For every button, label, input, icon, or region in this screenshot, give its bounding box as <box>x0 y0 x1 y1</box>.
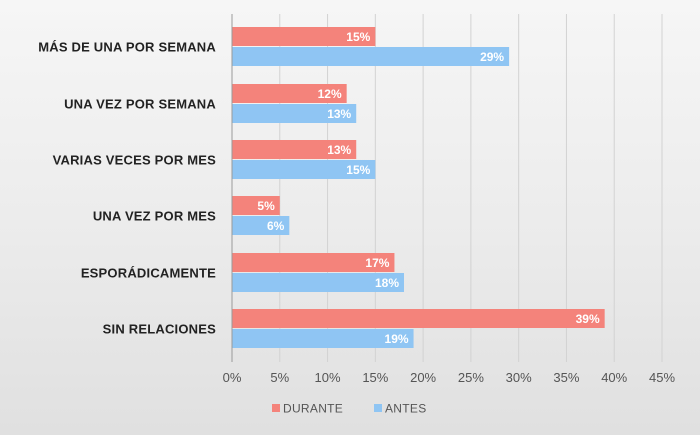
x-tick-label: 5% <box>270 370 289 385</box>
bar-antes <box>232 104 357 123</box>
x-tick-label: 20% <box>410 370 436 385</box>
legend-label-antes: ANTES <box>385 402 427 416</box>
data-label: 12% <box>318 87 342 101</box>
bar-antes <box>232 273 404 292</box>
x-tick-label: 45% <box>649 370 675 385</box>
x-tick-label: 15% <box>362 370 388 385</box>
category-label: MÁS DE UNA POR SEMANA <box>38 40 216 55</box>
bar-durante <box>232 140 357 159</box>
bar-durante <box>232 309 605 328</box>
bar-antes <box>232 216 290 235</box>
bar-durante <box>232 27 376 46</box>
data-label: 39% <box>576 312 600 326</box>
x-tick-label: 0% <box>223 370 242 385</box>
legend-swatch-durante <box>272 404 280 412</box>
legend-label-durante: DURANTE <box>283 402 343 416</box>
category-label: ESPORÁDICAMENTE <box>81 266 216 281</box>
category-label: VARIAS VECES POR MES <box>53 153 217 168</box>
x-tick-label: 25% <box>458 370 484 385</box>
data-label: 29% <box>480 50 504 64</box>
data-label: 15% <box>346 163 370 177</box>
data-label: 13% <box>327 107 351 121</box>
bar-antes <box>232 47 510 66</box>
data-label: 15% <box>346 30 370 44</box>
category-label: UNA VEZ POR SEMANA <box>64 97 216 112</box>
x-tick-label: 30% <box>506 370 532 385</box>
data-label: 5% <box>257 199 275 213</box>
x-tick-label: 35% <box>553 370 579 385</box>
x-tick-label: 40% <box>601 370 627 385</box>
bar-durante <box>232 196 280 215</box>
bar-durante <box>232 84 347 103</box>
x-tick-label: 10% <box>315 370 341 385</box>
data-label: 17% <box>365 256 389 270</box>
bar-antes <box>232 160 376 179</box>
data-label: 13% <box>327 143 351 157</box>
bar-antes <box>232 329 414 348</box>
category-label: UNA VEZ POR MES <box>93 209 216 224</box>
data-label: 6% <box>267 219 285 233</box>
data-label: 19% <box>385 332 409 346</box>
legend-swatch-antes <box>374 404 382 412</box>
bar-durante <box>232 253 395 272</box>
data-label: 18% <box>375 276 399 290</box>
category-label: SIN RELACIONES <box>103 322 216 337</box>
